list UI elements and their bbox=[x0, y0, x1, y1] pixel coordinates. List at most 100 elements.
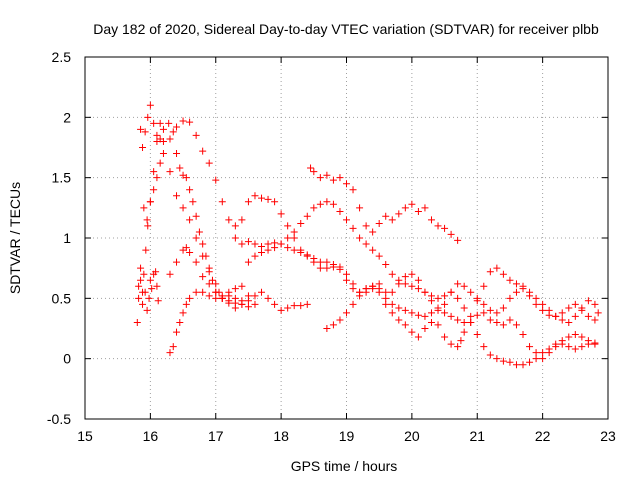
data-point bbox=[395, 304, 403, 312]
data-point bbox=[382, 261, 390, 269]
data-point bbox=[290, 246, 298, 254]
data-point bbox=[414, 311, 422, 319]
data-point bbox=[277, 306, 285, 314]
data-point bbox=[584, 297, 592, 305]
data-point bbox=[395, 210, 403, 218]
data-point bbox=[362, 222, 370, 230]
data-point bbox=[447, 312, 455, 320]
data-point bbox=[499, 304, 507, 312]
data-point bbox=[323, 264, 331, 272]
data-point bbox=[144, 113, 152, 121]
data-point bbox=[244, 238, 252, 246]
data-point bbox=[264, 195, 272, 203]
data-point bbox=[526, 358, 534, 366]
data-point bbox=[441, 292, 449, 300]
data-point bbox=[414, 285, 422, 293]
data-point bbox=[186, 248, 194, 256]
data-point bbox=[153, 131, 161, 139]
data-point bbox=[135, 282, 143, 290]
data-point bbox=[408, 200, 416, 208]
data-point bbox=[356, 234, 364, 242]
data-point bbox=[316, 258, 324, 266]
data-point bbox=[166, 168, 174, 176]
data-point bbox=[434, 222, 442, 230]
data-point bbox=[584, 337, 592, 345]
data-point bbox=[486, 351, 494, 359]
data-point bbox=[506, 294, 514, 302]
data-point bbox=[186, 216, 194, 224]
data-point bbox=[473, 297, 481, 305]
data-point bbox=[401, 280, 409, 288]
data-point bbox=[388, 288, 396, 296]
data-point bbox=[571, 300, 579, 308]
data-point bbox=[323, 258, 331, 266]
data-point bbox=[159, 137, 167, 145]
data-point bbox=[179, 309, 187, 317]
data-point bbox=[142, 246, 150, 254]
data-point bbox=[139, 300, 147, 308]
data-point bbox=[264, 240, 272, 248]
data-point bbox=[212, 288, 220, 296]
data-point bbox=[244, 292, 252, 300]
data-point bbox=[173, 123, 181, 131]
data-point bbox=[218, 294, 226, 302]
data-point bbox=[316, 174, 324, 182]
data-point bbox=[169, 128, 177, 136]
data-point bbox=[493, 355, 501, 363]
data-point bbox=[205, 159, 213, 167]
data-point bbox=[441, 224, 449, 232]
data-point bbox=[329, 321, 337, 329]
data-point bbox=[166, 270, 174, 278]
data-point bbox=[231, 234, 239, 242]
data-point bbox=[467, 312, 475, 320]
data-point bbox=[427, 309, 435, 317]
y-tick-label: 1 bbox=[63, 230, 71, 246]
data-point bbox=[473, 331, 481, 339]
data-point bbox=[290, 228, 298, 236]
y-axis-label: SDTVAR / TECUs bbox=[7, 182, 23, 294]
data-point bbox=[343, 309, 350, 317]
data-point bbox=[362, 240, 370, 248]
x-tick-label: 19 bbox=[339, 428, 355, 444]
data-point bbox=[512, 288, 520, 296]
data-point bbox=[323, 171, 331, 179]
data-point bbox=[192, 234, 200, 242]
data-point bbox=[225, 216, 233, 224]
data-point bbox=[137, 264, 145, 272]
series-track-F bbox=[323, 264, 602, 332]
data-point bbox=[264, 246, 272, 254]
data-point bbox=[519, 331, 527, 339]
x-tick-label: 22 bbox=[535, 428, 551, 444]
data-point bbox=[427, 318, 435, 326]
data-point bbox=[414, 207, 422, 215]
data-point bbox=[434, 304, 442, 312]
data-point bbox=[271, 300, 279, 308]
data-point bbox=[349, 280, 357, 288]
x-tick-label: 21 bbox=[469, 428, 485, 444]
data-point bbox=[336, 174, 344, 182]
data-point bbox=[539, 355, 547, 363]
data-point bbox=[558, 309, 566, 317]
y-tick-label: -0.5 bbox=[47, 411, 71, 427]
data-point bbox=[307, 164, 315, 172]
data-point bbox=[303, 300, 311, 308]
data-point bbox=[447, 288, 455, 296]
data-point bbox=[369, 282, 377, 290]
data-point bbox=[173, 150, 181, 158]
data-point bbox=[486, 316, 494, 324]
series-track-B bbox=[137, 101, 259, 311]
data-point bbox=[303, 252, 311, 260]
data-point bbox=[199, 240, 207, 248]
data-point bbox=[434, 321, 442, 329]
data-point bbox=[441, 309, 449, 317]
data-point bbox=[251, 292, 259, 300]
data-point bbox=[137, 276, 145, 284]
data-point bbox=[532, 294, 540, 302]
data-point bbox=[395, 316, 403, 324]
data-point bbox=[375, 285, 383, 293]
data-point bbox=[258, 242, 266, 250]
data-point bbox=[238, 282, 246, 290]
data-point bbox=[512, 321, 520, 329]
data-point bbox=[150, 186, 158, 194]
data-point bbox=[336, 207, 344, 215]
